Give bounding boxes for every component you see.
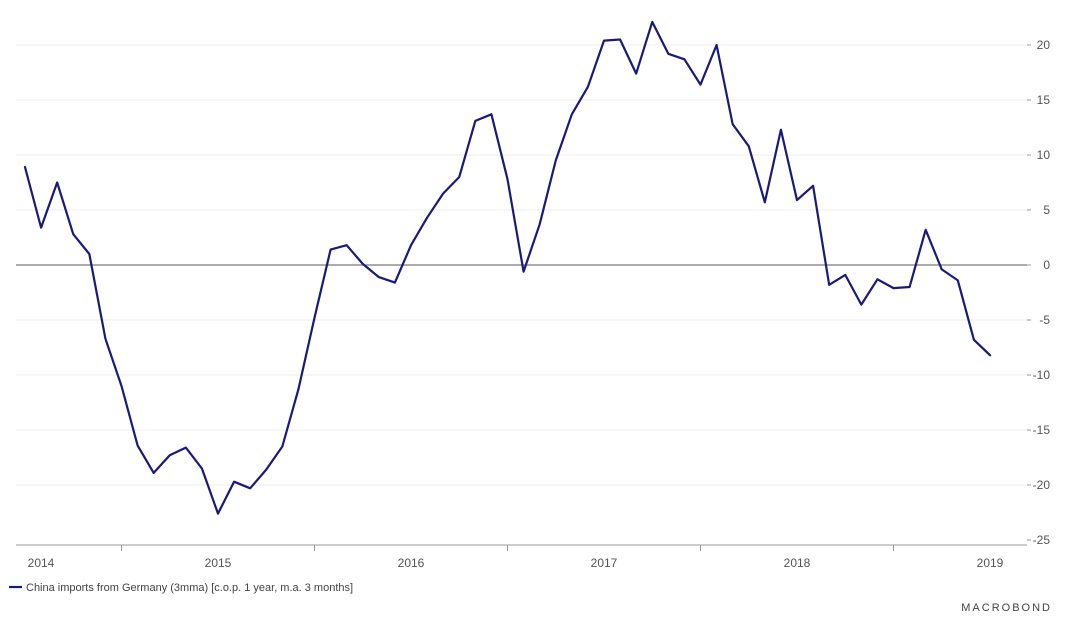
x-tick-label: 2018 (784, 556, 811, 570)
y-axis: 20 15 10 5 0 -5 -10 -15 -20 -25 (1027, 38, 1050, 547)
x-tick-label: 2016 (398, 556, 425, 570)
y-tick-label: -20 (1033, 478, 1051, 492)
y-tick-label: 10 (1037, 148, 1051, 162)
y-tick-label: 5 (1043, 203, 1050, 217)
y-tick-label: -25 (1033, 533, 1051, 547)
x-tick-label: 2014 (28, 556, 55, 570)
y-tick-label: -5 (1039, 313, 1050, 327)
brand-logo: MACROBOND (961, 602, 1052, 614)
series-line-china-imports (23, 20, 992, 515)
y-tick-label: -10 (1033, 368, 1051, 382)
legend: China imports from Germany (3mma) [c.o.p… (9, 582, 353, 594)
y-tick-label: 20 (1037, 38, 1051, 52)
y-tick-label: 0 (1043, 258, 1050, 272)
x-tick-label: 2017 (591, 556, 618, 570)
legend-label: China imports from Germany (3mma) [c.o.p… (26, 582, 353, 594)
x-axis: 2014 2015 2016 2017 2018 2019 (16, 544, 1027, 570)
series-layer (23, 20, 992, 515)
y-tick-label: -15 (1033, 423, 1051, 437)
x-tick-label: 2015 (205, 556, 232, 570)
x-tick-label: 2019 (977, 556, 1004, 570)
y-tick-label: 15 (1037, 93, 1051, 107)
